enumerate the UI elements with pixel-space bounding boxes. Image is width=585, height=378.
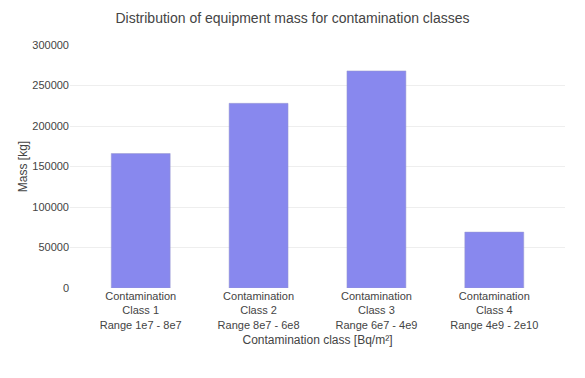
svg-text:150000: 150000: [32, 160, 69, 172]
svg-text:ContaminationClass 2Range 8e7: ContaminationClass 2Range 8e7 - 6e8: [218, 290, 300, 331]
svg-text:ContaminationClass 3Range 6e7: ContaminationClass 3Range 6e7 - 4e9: [335, 290, 417, 331]
svg-text:50000: 50000: [38, 241, 69, 253]
svg-text:100000: 100000: [32, 201, 69, 213]
svg-text:ContaminationClass 1Range 1e7: ContaminationClass 1Range 1e7 - 8e7: [100, 290, 182, 331]
svg-text:200000: 200000: [32, 120, 69, 132]
svg-text:250000: 250000: [32, 79, 69, 91]
svg-text:300000: 300000: [32, 39, 69, 51]
svg-text:ContaminationClass 4Range 4e9: ContaminationClass 4Range 4e9 - 2e10: [450, 290, 538, 331]
svg-text:Distribution of equipment mass: Distribution of equipment mass for conta…: [115, 10, 469, 26]
svg-text:0: 0: [63, 282, 69, 294]
svg-text:Mass [kg]: Mass [kg]: [16, 141, 30, 192]
svg-text:Contamination class [Bq/m²]: Contamination class [Bq/m²]: [242, 333, 392, 347]
